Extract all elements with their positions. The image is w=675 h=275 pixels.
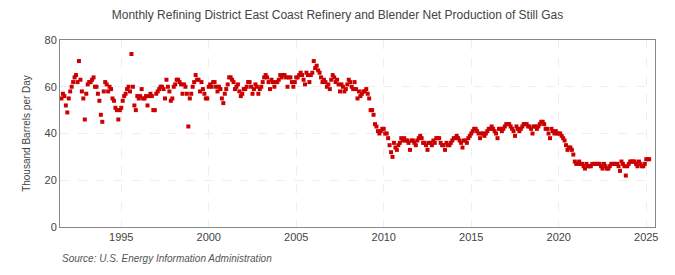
svg-text:20: 20 [45,174,57,186]
svg-text:0: 0 [51,221,57,233]
svg-text:2000: 2000 [197,231,221,243]
svg-text:60: 60 [45,81,57,93]
svg-text:2010: 2010 [372,231,396,243]
svg-text:2020: 2020 [547,231,571,243]
svg-text:Monthly Refining District East: Monthly Refining District East Coast Ref… [112,8,564,22]
svg-text:2025: 2025 [634,231,658,243]
svg-text:2015: 2015 [459,231,483,243]
svg-text:2005: 2005 [284,231,308,243]
svg-text:40: 40 [45,127,57,139]
svg-text:1995: 1995 [109,231,133,243]
svg-text:Source: U.S. Energy Informatio: Source: U.S. Energy Information Administ… [62,253,272,264]
svg-text:80: 80 [45,34,57,46]
svg-text:Thousand Barrels per Day: Thousand Barrels per Day [21,75,32,192]
